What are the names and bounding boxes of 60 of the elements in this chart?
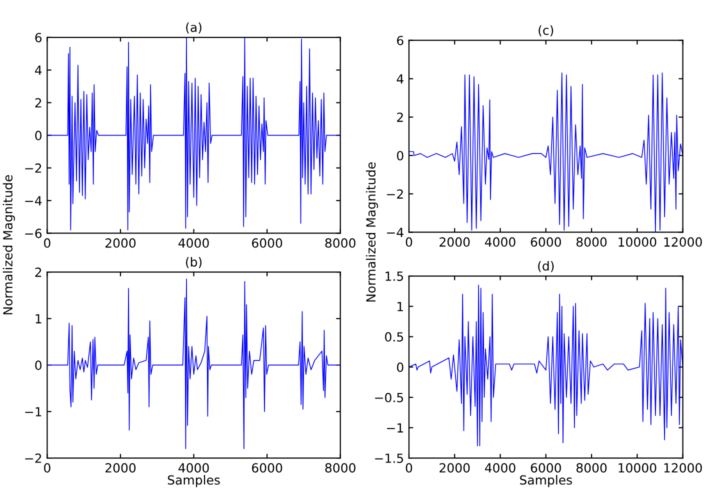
y-tick-label: −1.5 (375, 454, 404, 463)
y-tick-label: −1 (25, 407, 42, 416)
x-tick-label: 2000 (105, 238, 136, 248)
x-tick-label: 6000 (530, 463, 561, 473)
y-tick-label: 1 (398, 302, 403, 312)
y-tick-label: −2 (25, 454, 42, 463)
x-axis-title: Samples (520, 475, 572, 488)
y-tick-label: 2 (397, 112, 403, 122)
x-tick-label: 12000 (664, 237, 702, 247)
line-series (47, 37, 340, 230)
x-tick-label: 0 (44, 463, 50, 473)
y-tick-label: 6 (397, 36, 404, 46)
x-tick-label: 4000 (484, 463, 516, 473)
x-tick-label: 10000 (618, 237, 656, 247)
x-tick-label: 8000 (576, 463, 607, 473)
x-tick-label: 10000 (618, 463, 656, 473)
x-tick-label: 8000 (325, 463, 356, 473)
x-tick-label: 2000 (105, 463, 136, 473)
chart-title: (a) (186, 22, 202, 34)
chart-title: (c) (538, 25, 554, 36)
x-tick-label: 6000 (252, 238, 282, 248)
x-tick-label: 2000 (440, 463, 470, 473)
x-tick-label: 12000 (664, 463, 702, 473)
y-tick-label: −6 (25, 228, 42, 238)
y-tick-label: 0 (396, 150, 404, 160)
y-tick-label: 6 (35, 32, 42, 42)
x-tick-label: 4000 (178, 463, 209, 473)
x-axis-title: Samples (168, 475, 220, 488)
chart-title: (b) (186, 257, 202, 268)
y-tick-label: −2 (25, 163, 42, 173)
y-tick-label: 4 (396, 74, 404, 84)
y-tick-label: 2 (35, 268, 42, 277)
y-axis-title: Normalized Magnitude (366, 162, 378, 302)
line-series (408, 284, 683, 446)
y-tick-label: 0 (35, 360, 42, 370)
x-tick-label: 0 (44, 238, 50, 248)
y-tick-label: 0.5 (385, 332, 404, 342)
x-tick-label: 8000 (576, 237, 607, 247)
x-tick-label: 4000 (484, 237, 516, 247)
x-tick-label: 2000 (440, 237, 470, 247)
chart-title: (d) (538, 260, 554, 272)
y-tick-label: −2 (387, 189, 403, 199)
y-tick-label: 1 (36, 314, 42, 324)
y-tick-label: −4 (25, 196, 42, 206)
y-tick-label: 1.5 (386, 272, 404, 281)
x-tick-label: 4000 (178, 238, 209, 248)
y-tick-label: 0 (35, 130, 42, 140)
y-tick-label: −1 (387, 423, 403, 432)
x-tick-label: 0 (406, 237, 412, 247)
x-tick-label: 8000 (325, 238, 356, 248)
y-axis-title: Normalized Magnitude (2, 175, 15, 314)
y-tick-label: 2 (35, 98, 42, 108)
y-tick-label: 4 (34, 66, 42, 75)
y-tick-label: −0.5 (375, 392, 404, 402)
x-tick-label: 6000 (530, 237, 561, 247)
y-tick-label: 0 (396, 362, 404, 372)
line-series (47, 278, 340, 450)
x-tick-label: 0 (406, 463, 412, 473)
x-tick-label: 6000 (252, 463, 282, 473)
y-tick-label: −4 (387, 228, 404, 237)
